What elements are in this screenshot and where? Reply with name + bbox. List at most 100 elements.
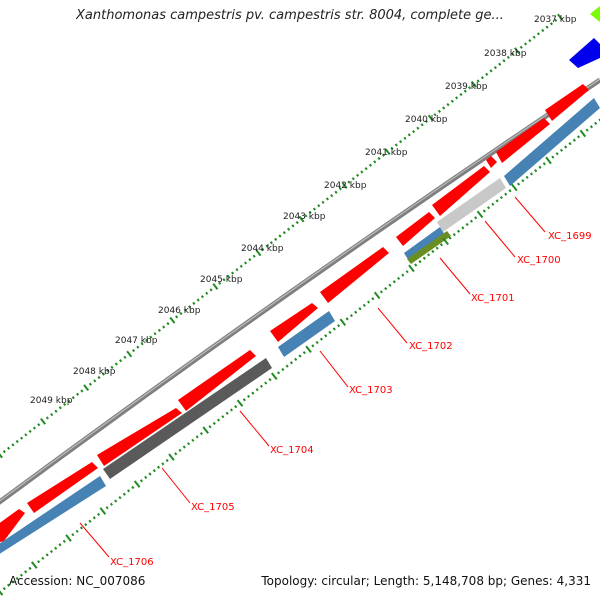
inner-tick <box>401 273 405 277</box>
inner-tick <box>2 586 6 591</box>
label-connector <box>319 350 349 388</box>
inner-tick <box>418 259 422 264</box>
gene-bar-xc-1706[interactable] <box>0 476 106 560</box>
outer-tick <box>514 47 520 55</box>
outer-tick <box>291 224 295 228</box>
inner-tick <box>349 313 353 318</box>
label-connector <box>161 467 191 504</box>
gene-label-xc-1706[interactable]: XC_1706 <box>110 557 154 568</box>
outer-tick <box>140 342 144 346</box>
outer-tick <box>11 443 15 447</box>
inner-tick <box>97 512 101 517</box>
cds-arrow[interactable] <box>486 156 497 168</box>
outer-tick <box>261 247 265 252</box>
gene-bar-xc-1705[interactable] <box>103 358 272 479</box>
inner-tick <box>58 543 62 547</box>
inner-tick <box>337 324 341 328</box>
gene-label-xc-1702[interactable]: XC_1702 <box>409 341 453 352</box>
inner-tick <box>559 148 563 152</box>
outer-tick <box>157 328 161 332</box>
inner-tick <box>517 182 521 186</box>
cds-arrow[interactable] <box>496 118 550 163</box>
cds-arrow[interactable] <box>320 247 389 303</box>
outer-tick <box>424 119 428 124</box>
cds-arrow[interactable] <box>545 84 589 121</box>
outer-tick <box>295 220 299 225</box>
gene-bar-xc-1700[interactable] <box>437 178 506 232</box>
cds-arrow[interactable] <box>396 212 435 246</box>
gene-bar-xc-1699[interactable] <box>504 98 600 186</box>
cds-arrow[interactable] <box>97 408 182 466</box>
inner-tick <box>24 570 28 574</box>
outer-tick <box>437 109 441 113</box>
inner-tick <box>448 236 452 240</box>
outer-tick <box>169 316 176 324</box>
outer-tick <box>489 69 493 73</box>
inner-tick <box>65 534 72 542</box>
outer-tick <box>493 65 497 70</box>
outer-tick <box>384 148 391 156</box>
inner-tick <box>19 573 23 577</box>
cds-arrow[interactable] <box>27 462 98 513</box>
outer-tick <box>321 200 325 204</box>
genome-summary-text: Topology: circular; Length: 5,148,708 bp… <box>261 574 591 588</box>
inner-tick <box>62 539 66 544</box>
label-connector <box>239 410 270 447</box>
cds-arrow[interactable] <box>0 509 25 545</box>
inner-tick <box>525 175 529 179</box>
inner-tick <box>236 399 244 407</box>
outer-tick <box>162 325 166 329</box>
inner-tick <box>118 495 122 500</box>
inner-tick <box>105 506 109 510</box>
inner-tick <box>328 330 332 335</box>
outer-tick <box>144 338 148 343</box>
feature-blue-arrow[interactable] <box>569 38 600 68</box>
gene-bar-xc-1701[interactable] <box>404 227 445 261</box>
tick-label: 2039 kbp <box>445 82 488 92</box>
cds-arrow[interactable] <box>432 166 490 216</box>
outer-tick <box>71 396 75 400</box>
inner-tick <box>435 246 439 250</box>
inner-tick <box>439 243 443 247</box>
gene-label-xc-1703[interactable]: XC_1703 <box>349 385 393 396</box>
inner-tick <box>225 411 229 415</box>
inner-tick <box>15 576 19 581</box>
feature-lime-arrow[interactable] <box>590 6 600 22</box>
outer-tick <box>557 13 563 21</box>
inner-tick <box>212 421 216 426</box>
inner-tick <box>545 156 552 165</box>
cds-arrow[interactable] <box>270 303 318 342</box>
inner-tick <box>422 256 426 260</box>
outer-tick <box>114 362 118 366</box>
outer-tick <box>298 215 305 223</box>
inner-tick <box>504 192 508 196</box>
inner-tick <box>572 138 576 142</box>
gene-bar-xc-1703[interactable] <box>278 311 335 357</box>
inner-tick <box>99 507 107 515</box>
outer-tick <box>222 278 226 282</box>
inner-tick <box>384 286 388 291</box>
inner-tick <box>54 546 58 550</box>
gene-label-xc-1701[interactable]: XC_1701 <box>471 293 515 304</box>
gene-label-xc-1699[interactable]: XC_1699 <box>548 231 592 242</box>
gene-label-xc-1700[interactable]: XC_1700 <box>517 255 561 266</box>
inner-tick <box>217 418 221 422</box>
gene-bar-xc-1701-green[interactable] <box>407 231 451 264</box>
inner-tick <box>84 522 88 527</box>
outer-tick <box>330 193 334 198</box>
outer-tick <box>390 146 394 151</box>
label-connector <box>79 522 110 558</box>
gene-track <box>0 98 600 560</box>
inner-tick <box>491 202 495 206</box>
inner-tick <box>259 384 263 388</box>
label-connector <box>439 257 471 295</box>
gene-label-xc-1704[interactable]: XC_1704 <box>270 445 314 456</box>
inner-tick <box>127 489 131 493</box>
gene-label-xc-1705[interactable]: XC_1705 <box>191 502 235 513</box>
cds-arrow[interactable] <box>178 350 256 411</box>
outer-tick <box>364 167 368 171</box>
outer-tick <box>463 89 467 93</box>
outer-tick <box>304 214 308 218</box>
inner-tick <box>457 229 461 233</box>
inner-tick <box>178 448 182 453</box>
